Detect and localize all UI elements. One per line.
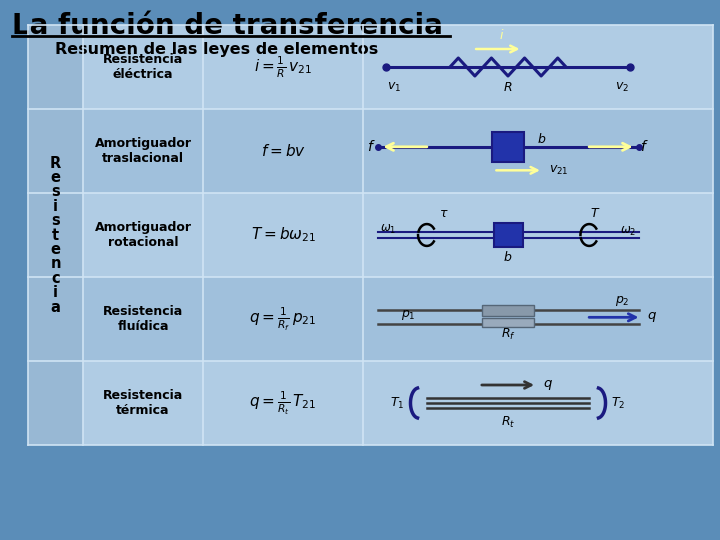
Bar [83,277,713,361]
Text: $q$: $q$ [543,378,553,392]
Text: $q = \frac{1}{R_f}\,p_{21}$: $q = \frac{1}{R_f}\,p_{21}$ [249,305,317,333]
Text: $b$: $b$ [536,132,546,146]
Text: $f$: $f$ [367,139,376,154]
Text: Amortiguador
traslacional: Amortiguador traslacional [94,137,192,165]
Text: La función de transferencia: La función de transferencia [12,12,443,40]
Text: $T_2$: $T_2$ [611,395,626,410]
Text: Amortiguador
rotacional: Amortiguador rotacional [94,221,192,249]
Bar [83,193,713,277]
Text: $p_1$: $p_1$ [401,308,415,322]
Bar [492,132,524,162]
Text: $b$: $b$ [503,250,513,264]
Text: $\omega_2$: $\omega_2$ [620,225,636,238]
Text: $p_2$: $p_2$ [615,294,630,308]
Text: $R_t$: $R_t$ [501,415,516,430]
Bar [482,306,534,316]
Text: Resistencia
térmica: Resistencia térmica [103,389,183,417]
Text: $v_{21}$: $v_{21}$ [549,164,568,177]
Text: $q = \frac{1}{R_t}\,T_{21}$: $q = \frac{1}{R_t}\,T_{21}$ [249,389,317,417]
Text: $v_1$: $v_1$ [387,81,401,94]
Text: $\tau$: $\tau$ [439,207,449,220]
Text: $T_1$: $T_1$ [390,395,405,410]
Text: $f$: $f$ [641,139,649,154]
Text: $i = \frac{1}{R}\,v_{21}$: $i = \frac{1}{R}\,v_{21}$ [254,54,312,80]
Bar [493,223,523,247]
Text: $\omega_1$: $\omega_1$ [379,223,396,236]
Bar [83,25,713,109]
Text: $i$: $i$ [500,28,505,42]
Text: Resumen de las leyes de elementos: Resumen de las leyes de elementos [55,42,378,57]
Text: $R$: $R$ [503,81,513,94]
Text: $T$: $T$ [590,207,600,220]
Text: $q$: $q$ [647,310,657,325]
Text: $v_2$: $v_2$ [615,81,629,94]
Text: R
e
s
i
s
t
e
n
c
i
a: R e s i s t e n c i a [50,156,61,314]
Bar [83,109,713,193]
Text: $R_f$: $R_f$ [500,327,516,342]
Bar [482,318,534,327]
Bar [83,361,713,445]
Text: $T = b\omega_{21}$: $T = b\omega_{21}$ [251,226,315,244]
Text: $f = bv$: $f = bv$ [261,143,305,159]
Text: Resistencia
éléctrica: Resistencia éléctrica [103,53,183,81]
Text: Resistencia
fluídica: Resistencia fluídica [103,305,183,333]
Bar [28,25,83,445]
